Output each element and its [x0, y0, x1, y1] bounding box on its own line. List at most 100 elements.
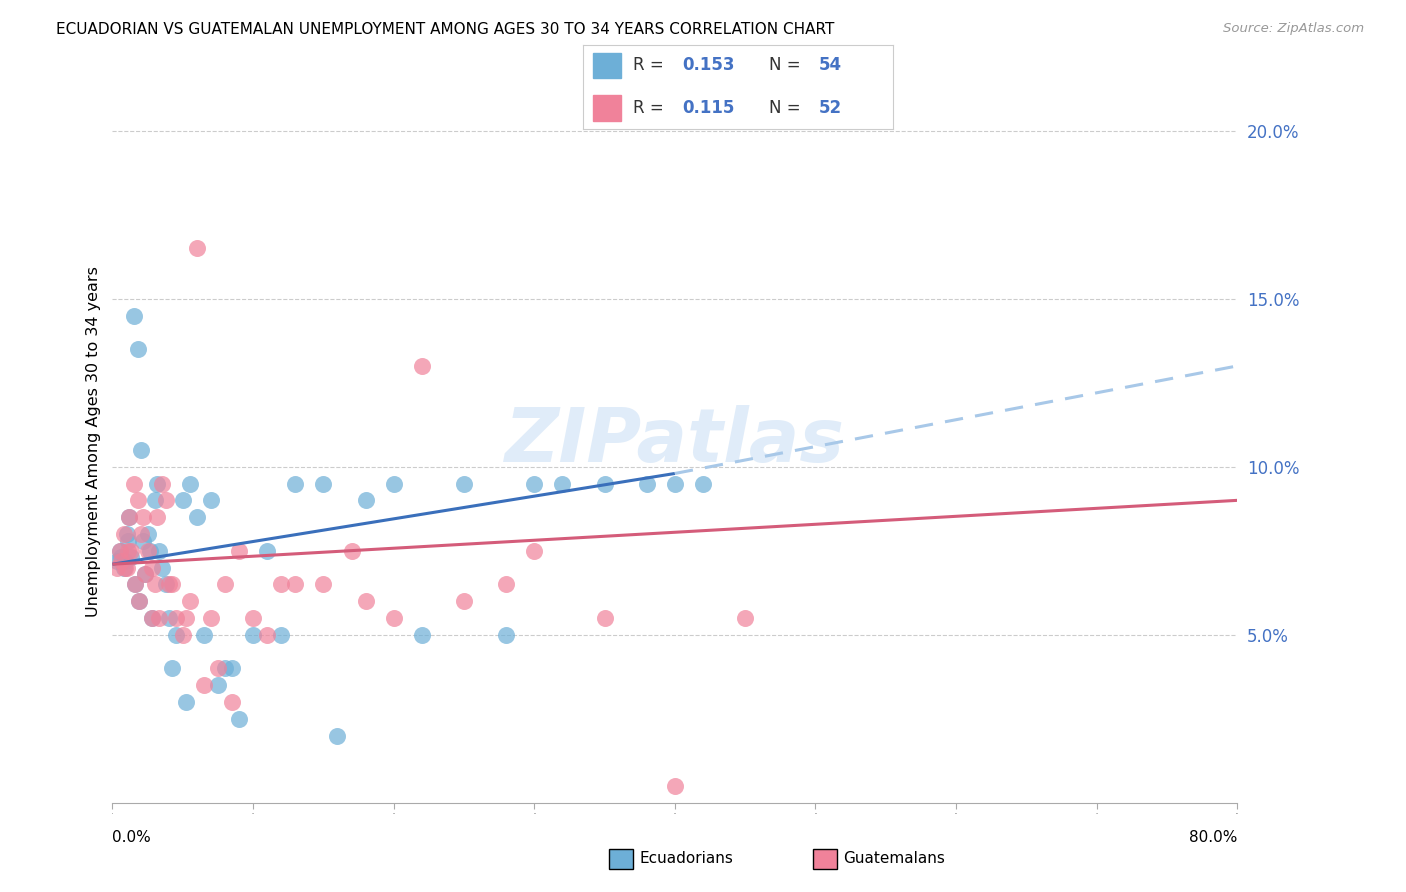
- Point: [593, 611, 616, 625]
- Point: [453, 476, 475, 491]
- Text: N =: N =: [769, 56, 806, 74]
- Point: [129, 442, 152, 457]
- Point: [193, 678, 215, 692]
- Point: [270, 577, 292, 591]
- Point: [326, 729, 349, 743]
- Point: [692, 476, 714, 491]
- Text: ECUADORIAN VS GUATEMALAN UNEMPLOYMENT AMONG AGES 30 TO 34 YEARS CORRELATION CHAR: ECUADORIAN VS GUATEMALAN UNEMPLOYMENT AM…: [56, 22, 835, 37]
- Y-axis label: Unemployment Among Ages 30 to 34 years: Unemployment Among Ages 30 to 34 years: [86, 266, 101, 617]
- Point: [354, 493, 377, 508]
- Point: [129, 527, 152, 541]
- Point: [143, 493, 166, 508]
- Point: [340, 543, 363, 558]
- Point: [155, 493, 177, 508]
- Text: R =: R =: [633, 99, 669, 117]
- Point: [179, 476, 201, 491]
- Point: [141, 611, 163, 625]
- Point: [664, 476, 686, 491]
- Point: [105, 560, 128, 574]
- Point: [221, 695, 243, 709]
- Point: [150, 476, 173, 491]
- Point: [155, 577, 177, 591]
- Point: [256, 543, 278, 558]
- Point: [114, 560, 136, 574]
- Point: [411, 359, 433, 373]
- Point: [108, 543, 131, 558]
- Point: [134, 567, 156, 582]
- Point: [118, 510, 141, 524]
- Point: [734, 611, 756, 625]
- Point: [134, 567, 156, 582]
- Point: [118, 510, 141, 524]
- Text: 80.0%: 80.0%: [1189, 830, 1237, 845]
- Point: [636, 476, 658, 491]
- Point: [117, 533, 139, 548]
- Point: [284, 577, 307, 591]
- Point: [495, 628, 517, 642]
- Point: [148, 611, 170, 625]
- Text: ZIPatlas: ZIPatlas: [505, 405, 845, 478]
- Point: [242, 611, 264, 625]
- Point: [141, 560, 163, 574]
- Point: [453, 594, 475, 608]
- Point: [136, 527, 159, 541]
- Point: [127, 342, 149, 356]
- Point: [114, 554, 136, 568]
- Point: [664, 779, 686, 793]
- Text: 0.0%: 0.0%: [112, 830, 152, 845]
- Point: [120, 550, 142, 565]
- Text: 0.153: 0.153: [682, 56, 735, 74]
- Point: [200, 611, 222, 625]
- Point: [174, 611, 197, 625]
- Point: [120, 543, 142, 558]
- Point: [214, 661, 236, 675]
- Point: [160, 577, 183, 591]
- Point: [127, 493, 149, 508]
- Point: [256, 628, 278, 642]
- Point: [139, 543, 162, 558]
- Point: [179, 594, 201, 608]
- Point: [132, 533, 155, 548]
- Point: [110, 550, 132, 565]
- Point: [284, 476, 307, 491]
- Point: [312, 476, 335, 491]
- Point: [270, 628, 292, 642]
- Point: [242, 628, 264, 642]
- Point: [214, 577, 236, 591]
- Point: [186, 241, 208, 255]
- Point: [146, 476, 169, 491]
- Point: [523, 543, 546, 558]
- Point: [354, 594, 377, 608]
- Point: [186, 510, 208, 524]
- Point: [411, 628, 433, 642]
- Point: [110, 554, 132, 568]
- Point: [122, 309, 145, 323]
- Point: [124, 577, 146, 591]
- Point: [165, 628, 187, 642]
- Point: [115, 527, 138, 541]
- Point: [146, 510, 169, 524]
- Point: [200, 493, 222, 508]
- Point: [112, 560, 135, 574]
- Point: [228, 543, 250, 558]
- Point: [117, 543, 139, 558]
- Point: [172, 493, 194, 508]
- Text: R =: R =: [633, 56, 669, 74]
- Point: [228, 712, 250, 726]
- Point: [165, 611, 187, 625]
- Point: [157, 611, 180, 625]
- Point: [115, 560, 138, 574]
- Text: 54: 54: [818, 56, 842, 74]
- Bar: [593, 54, 620, 78]
- Point: [172, 628, 194, 642]
- Point: [174, 695, 197, 709]
- Point: [207, 661, 229, 675]
- Text: Ecuadorians: Ecuadorians: [640, 851, 734, 865]
- Point: [141, 611, 163, 625]
- Point: [207, 678, 229, 692]
- Point: [148, 543, 170, 558]
- Text: Source: ZipAtlas.com: Source: ZipAtlas.com: [1223, 22, 1364, 36]
- Point: [193, 628, 215, 642]
- Point: [132, 510, 155, 524]
- Point: [105, 554, 128, 568]
